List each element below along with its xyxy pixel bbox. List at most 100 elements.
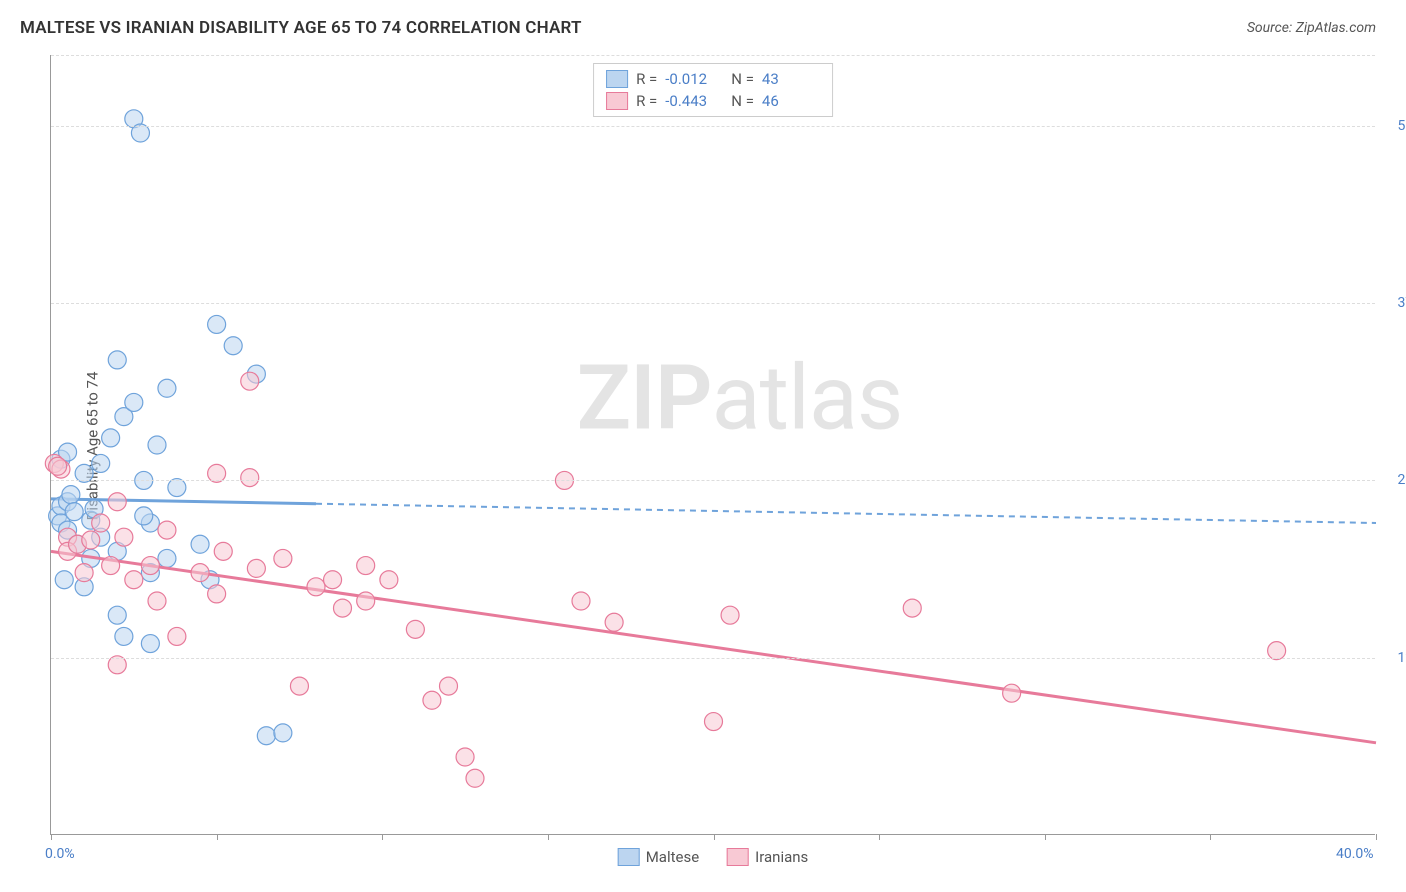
- data-point: [334, 599, 352, 617]
- data-point: [241, 372, 259, 390]
- gridline: [51, 480, 1375, 481]
- x-tick: [548, 834, 549, 840]
- data-point: [82, 531, 100, 549]
- data-point: [102, 429, 120, 447]
- x-tick-label: 0.0%: [45, 846, 75, 862]
- stat-n-label: N =: [731, 92, 754, 110]
- legend-swatch: [727, 848, 749, 866]
- data-point: [102, 557, 120, 575]
- data-point: [1003, 684, 1021, 702]
- data-point: [456, 748, 474, 766]
- regression-line-dashed: [316, 504, 1376, 523]
- data-point: [125, 393, 143, 411]
- chart-title: MALTESE VS IRANIAN DISABILITY AGE 65 TO …: [20, 18, 582, 38]
- stat-n-value: 43: [762, 70, 820, 88]
- legend-swatch: [618, 848, 640, 866]
- data-point: [191, 564, 209, 582]
- bottom-legend: Maltese Iranians: [618, 848, 809, 866]
- legend-swatch: [606, 70, 628, 88]
- data-point: [466, 769, 484, 787]
- data-point: [92, 514, 110, 532]
- data-point: [423, 691, 441, 709]
- data-point: [274, 549, 292, 567]
- y-tick-label: 37.5%: [1397, 295, 1406, 311]
- data-point: [158, 549, 176, 567]
- data-point: [357, 557, 375, 575]
- data-point: [158, 521, 176, 539]
- legend-item: Iranians: [727, 848, 808, 866]
- stats-legend-box: R = -0.012 N = 43 R = -0.443 N = 46: [593, 63, 833, 117]
- x-tick: [1210, 834, 1211, 840]
- gridline: [51, 658, 1375, 659]
- data-point: [290, 677, 308, 695]
- data-point: [108, 606, 126, 624]
- x-tick: [382, 834, 383, 840]
- data-point: [208, 315, 226, 333]
- legend-swatch: [606, 92, 628, 110]
- x-tick: [1376, 834, 1377, 840]
- data-point: [274, 724, 292, 742]
- x-tick: [879, 834, 880, 840]
- data-point: [108, 351, 126, 369]
- x-tick-label: 40.0%: [1336, 846, 1374, 862]
- stats-row: R = -0.012 N = 43: [606, 68, 820, 90]
- data-point: [208, 585, 226, 603]
- data-point: [191, 535, 209, 553]
- data-point: [605, 613, 623, 631]
- data-point: [55, 571, 73, 589]
- chart-plot-area: ZIPatlas R = -0.012N = 43R = -0.443N = 4…: [50, 55, 1375, 835]
- legend-item: Maltese: [618, 848, 699, 866]
- data-point: [380, 571, 398, 589]
- data-point: [721, 606, 739, 624]
- data-point: [307, 578, 325, 596]
- data-point: [224, 337, 242, 355]
- y-tick-label: 12.5%: [1397, 650, 1406, 666]
- scatter-svg: [51, 55, 1375, 834]
- data-point: [903, 599, 921, 617]
- stat-n-label: N =: [731, 70, 754, 88]
- data-point: [705, 713, 723, 731]
- data-point: [148, 592, 166, 610]
- data-point: [257, 727, 275, 745]
- data-point: [115, 627, 133, 645]
- data-point: [125, 571, 143, 589]
- data-point: [141, 635, 159, 653]
- data-point: [62, 486, 80, 504]
- y-tick-label: 50.0%: [1397, 118, 1406, 134]
- data-point: [141, 557, 159, 575]
- y-tick-label: 25.0%: [1397, 472, 1406, 488]
- data-point: [241, 469, 259, 487]
- chart-header: MALTESE VS IRANIAN DISABILITY AGE 65 TO …: [0, 0, 1406, 48]
- data-point: [115, 528, 133, 546]
- x-tick: [1045, 834, 1046, 840]
- stat-r-label: R =: [636, 70, 657, 88]
- data-point: [324, 571, 342, 589]
- data-point: [572, 592, 590, 610]
- data-point: [406, 620, 424, 638]
- stat-r-value: -0.012: [665, 70, 723, 88]
- data-point: [247, 559, 265, 577]
- data-point: [65, 503, 83, 521]
- stat-r-label: R =: [636, 92, 657, 110]
- data-point: [75, 564, 93, 582]
- data-point: [168, 627, 186, 645]
- data-point: [135, 507, 153, 525]
- data-point: [148, 436, 166, 454]
- data-point: [108, 493, 126, 511]
- gridline: [51, 55, 1375, 56]
- data-point: [49, 457, 67, 475]
- legend-label: Maltese: [646, 848, 699, 866]
- data-point: [92, 454, 110, 472]
- stat-r-value: -0.443: [665, 92, 723, 110]
- gridline: [51, 303, 1375, 304]
- x-tick: [51, 834, 52, 840]
- data-point: [214, 542, 232, 560]
- stats-row: R = -0.443 N = 46: [606, 90, 820, 112]
- data-point: [440, 677, 458, 695]
- data-point: [158, 379, 176, 397]
- data-point: [357, 592, 375, 610]
- legend-label: Iranians: [755, 848, 808, 866]
- gridline: [51, 126, 1375, 127]
- x-tick: [714, 834, 715, 840]
- stat-n-value: 46: [762, 92, 820, 110]
